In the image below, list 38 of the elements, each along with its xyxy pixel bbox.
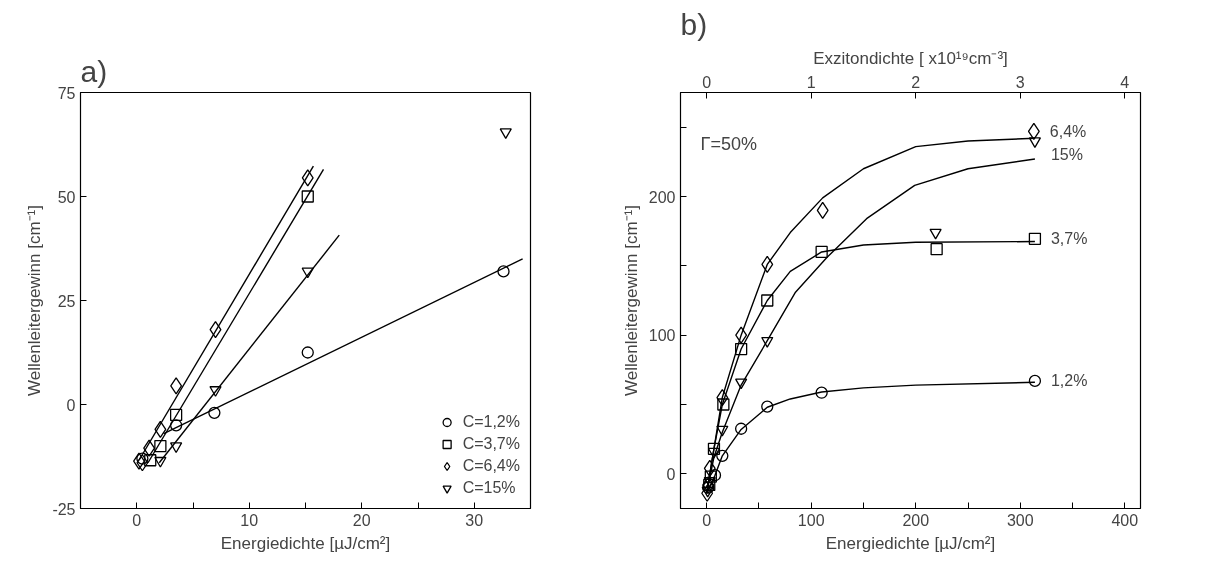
series-label: 1,2% xyxy=(1050,372,1088,390)
x2-tick-label: 2 xyxy=(911,73,921,91)
y-tick-label: 100 xyxy=(648,327,676,345)
y-tick-label: 200 xyxy=(648,188,676,206)
y-axis-title: Wellenleitergewinn [cm⁻¹] xyxy=(25,205,45,396)
y-tick-label: 0 xyxy=(66,396,76,414)
legend-label: C=15% xyxy=(462,479,516,497)
y-axis-title: Wellenleitergewinn [cm⁻¹] xyxy=(621,205,641,396)
x2-tick-label: 4 xyxy=(1120,73,1130,91)
legend-label: C=6,4% xyxy=(462,457,520,475)
x-tick-label: 10 xyxy=(240,511,259,529)
chart-title: b) xyxy=(680,7,708,41)
x2-tick-label: 1 xyxy=(806,73,816,91)
x2-tick-label: 0 xyxy=(702,73,712,91)
y-tick-label: 25 xyxy=(57,292,76,310)
x-axis-title: Energiedichte [µJ/cm²] xyxy=(825,533,996,553)
y-tick-label: -25 xyxy=(52,500,76,518)
legend-label: C=1,2% xyxy=(462,413,520,431)
y-tick-label: 0 xyxy=(666,465,676,483)
x-tick-label: 400 xyxy=(1111,511,1139,529)
series-label: 15% xyxy=(1050,145,1083,163)
x-tick-label: 0 xyxy=(132,511,142,529)
x-tick-label: 200 xyxy=(902,511,930,529)
x-tick-label: 20 xyxy=(352,511,371,529)
series-label: 3,7% xyxy=(1050,230,1088,248)
annotation: Γ=50% xyxy=(700,133,757,154)
x-axis-title: Energiedichte [µJ/cm²] xyxy=(220,533,391,553)
x-tick-label: 30 xyxy=(465,511,484,529)
x-tick-label: 0 xyxy=(702,511,712,529)
chart-title: a) xyxy=(80,54,108,88)
y-tick-label: 50 xyxy=(57,188,76,206)
x2-tick-label: 3 xyxy=(1015,73,1025,91)
series-label: 6,4% xyxy=(1049,122,1087,140)
legend-label: C=3,7% xyxy=(462,435,520,453)
x-tick-label: 100 xyxy=(797,511,825,529)
x-tick-label: 300 xyxy=(1006,511,1034,529)
y-tick-label: 75 xyxy=(57,84,76,102)
x2-axis-title: Exzitondichte [ x10¹⁹cm⁻³] xyxy=(813,48,1008,68)
